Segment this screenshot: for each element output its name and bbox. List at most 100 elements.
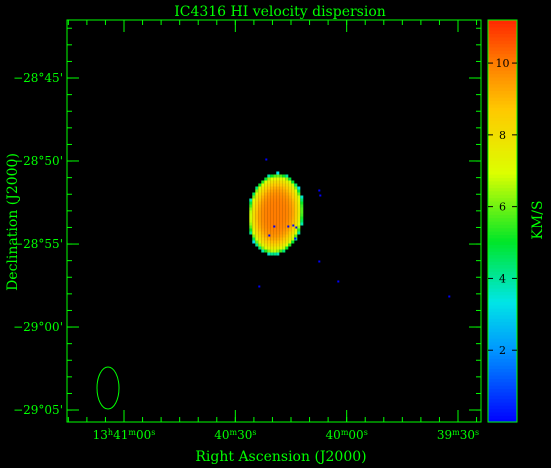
colorbar-segment (488, 291, 517, 296)
dispersion-pixel (270, 195, 274, 199)
dispersion-pixel (276, 252, 280, 256)
dispersion-pixel (285, 195, 289, 199)
dispersion-pixel (282, 240, 286, 244)
colorbar-segment (488, 288, 517, 292)
colorbar-segment (488, 214, 517, 219)
dispersion-pixel (291, 201, 295, 205)
colorbar-segment (488, 318, 517, 323)
dispersion-pixel (282, 174, 286, 178)
colorbar-segment (488, 137, 517, 142)
dispersion-pixel (255, 240, 259, 244)
dispersion-pixel (282, 186, 286, 190)
y-tick-label: −28°50' (13, 154, 63, 168)
dispersion-pixel (282, 243, 286, 247)
dispersion-pixel (279, 222, 283, 226)
dispersion-pixel (294, 195, 298, 199)
colorbar-segment (488, 257, 517, 262)
dispersion-pixel (270, 222, 274, 226)
dispersion-pixel (288, 213, 292, 217)
dispersion-pixel (291, 180, 295, 184)
dispersion-pixel (288, 237, 292, 241)
dispersion-pixel (282, 177, 286, 181)
dispersion-pixel (282, 180, 286, 184)
dispersion-pixel (258, 234, 262, 238)
colorbar-segment (488, 237, 517, 242)
dispersion-pixel (291, 207, 295, 211)
dispersion-pixel (264, 237, 268, 241)
dispersion-pixel (252, 240, 256, 244)
dispersion-pixel (267, 207, 271, 211)
dispersion-pixel (249, 201, 253, 205)
colorbar-segment (488, 187, 517, 192)
dispersion-pixel (267, 180, 271, 184)
colorbar-tick-label: 8 (499, 129, 506, 142)
colorbar-segment (488, 180, 517, 185)
colorbar-segment (488, 87, 517, 91)
colorbar-segment (488, 221, 517, 225)
dispersion-pixel (297, 210, 301, 214)
y-axis-label: Declination (J2000) (5, 153, 21, 291)
dispersion-pixel (276, 222, 280, 226)
x-axis-label: Right Ascension (J2000) (195, 449, 366, 465)
dispersion-pixel (264, 228, 268, 232)
dispersion-pixel (273, 213, 277, 217)
dispersion-pixel (288, 192, 292, 196)
dispersion-pixel (255, 192, 259, 196)
colorbar-segment (488, 76, 517, 81)
dispersion-pixel (291, 219, 295, 223)
dispersion-pixel (264, 243, 268, 247)
dispersion-pixel (267, 231, 271, 235)
dispersion-pixel (261, 204, 265, 208)
dispersion-pixel (282, 195, 286, 199)
dispersion-pixel (258, 246, 262, 250)
dispersion-pixel (270, 180, 274, 184)
dispersion-pixel (288, 198, 292, 202)
y-tick-label: −29°05' (13, 403, 63, 417)
dispersion-pixel (261, 228, 265, 232)
dispersion-pixel (300, 201, 304, 205)
colorbar-segment (488, 20, 517, 24)
dispersion-pixel (264, 231, 268, 235)
colorbar-segment (488, 23, 517, 28)
dispersion-pixel (276, 225, 280, 229)
noise-pixel (287, 225, 290, 228)
dispersion-pixel (264, 204, 268, 208)
dispersion-pixel (270, 210, 274, 214)
dispersion-pixel (294, 231, 298, 235)
colorbar-segment (488, 314, 517, 319)
dispersion-pixel (279, 231, 283, 235)
dispersion-pixel (264, 195, 268, 199)
dispersion-pixel (276, 192, 280, 196)
dispersion-pixel (261, 189, 265, 193)
dispersion-pixel (258, 228, 262, 232)
colorbar-segment (488, 298, 517, 302)
colorbar-segment (488, 401, 517, 406)
noise-pixel (318, 189, 321, 192)
colorbar-segment (488, 247, 517, 252)
dispersion-pixel (294, 219, 298, 223)
dispersion-pixel (270, 216, 274, 220)
colorbar-segment (488, 294, 517, 299)
dispersion-pixel (270, 249, 274, 253)
dispersion-pixel (258, 183, 262, 187)
colorbar-segment (488, 231, 517, 235)
dispersion-pixel (279, 183, 283, 187)
dispersion-pixel (285, 225, 289, 229)
colorbar-segment (488, 83, 517, 88)
colorbar-segment (488, 164, 517, 168)
dispersion-pixel (273, 189, 277, 193)
dispersion-pixel (264, 210, 268, 214)
dispersion-pixel (258, 216, 262, 220)
dispersion-pixel (255, 216, 259, 220)
colorbar-segment (488, 334, 517, 339)
dispersion-pixel (291, 198, 295, 202)
dispersion-pixel (300, 198, 304, 202)
dispersion-pixel (297, 207, 301, 211)
dispersion-pixel (282, 189, 286, 193)
colorbar-segment (488, 43, 517, 48)
dispersion-pixel (261, 240, 265, 244)
dispersion-pixel (276, 204, 280, 208)
dispersion-pixel (258, 231, 262, 235)
dispersion-pixel (249, 231, 253, 235)
dispersion-pixel (255, 186, 259, 190)
